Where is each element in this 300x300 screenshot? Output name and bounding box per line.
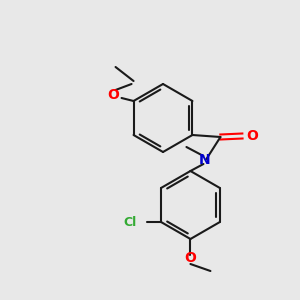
Text: O: O [184, 251, 196, 265]
Text: Cl: Cl [124, 215, 137, 229]
Text: O: O [246, 129, 258, 143]
Text: N: N [199, 153, 210, 167]
Text: O: O [108, 88, 119, 102]
